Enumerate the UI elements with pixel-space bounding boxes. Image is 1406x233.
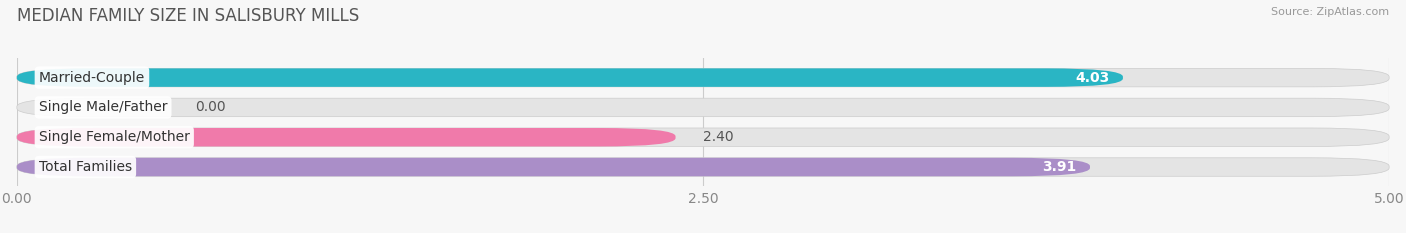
FancyBboxPatch shape [17, 68, 1389, 87]
Text: Total Families: Total Families [39, 160, 132, 174]
Text: Single Female/Mother: Single Female/Mother [39, 130, 190, 144]
FancyBboxPatch shape [17, 98, 1389, 117]
Text: 3.91: 3.91 [1042, 160, 1076, 174]
Text: Single Male/Father: Single Male/Father [39, 100, 167, 114]
Text: 0.00: 0.00 [195, 100, 226, 114]
Text: 4.03: 4.03 [1076, 71, 1109, 85]
FancyBboxPatch shape [17, 68, 1123, 87]
Text: MEDIAN FAMILY SIZE IN SALISBURY MILLS: MEDIAN FAMILY SIZE IN SALISBURY MILLS [17, 7, 359, 25]
Text: 2.40: 2.40 [703, 130, 734, 144]
Text: Source: ZipAtlas.com: Source: ZipAtlas.com [1271, 7, 1389, 17]
FancyBboxPatch shape [17, 158, 1389, 176]
Text: Married-Couple: Married-Couple [39, 71, 145, 85]
FancyBboxPatch shape [17, 128, 1389, 147]
FancyBboxPatch shape [17, 158, 1090, 176]
FancyBboxPatch shape [17, 128, 675, 147]
